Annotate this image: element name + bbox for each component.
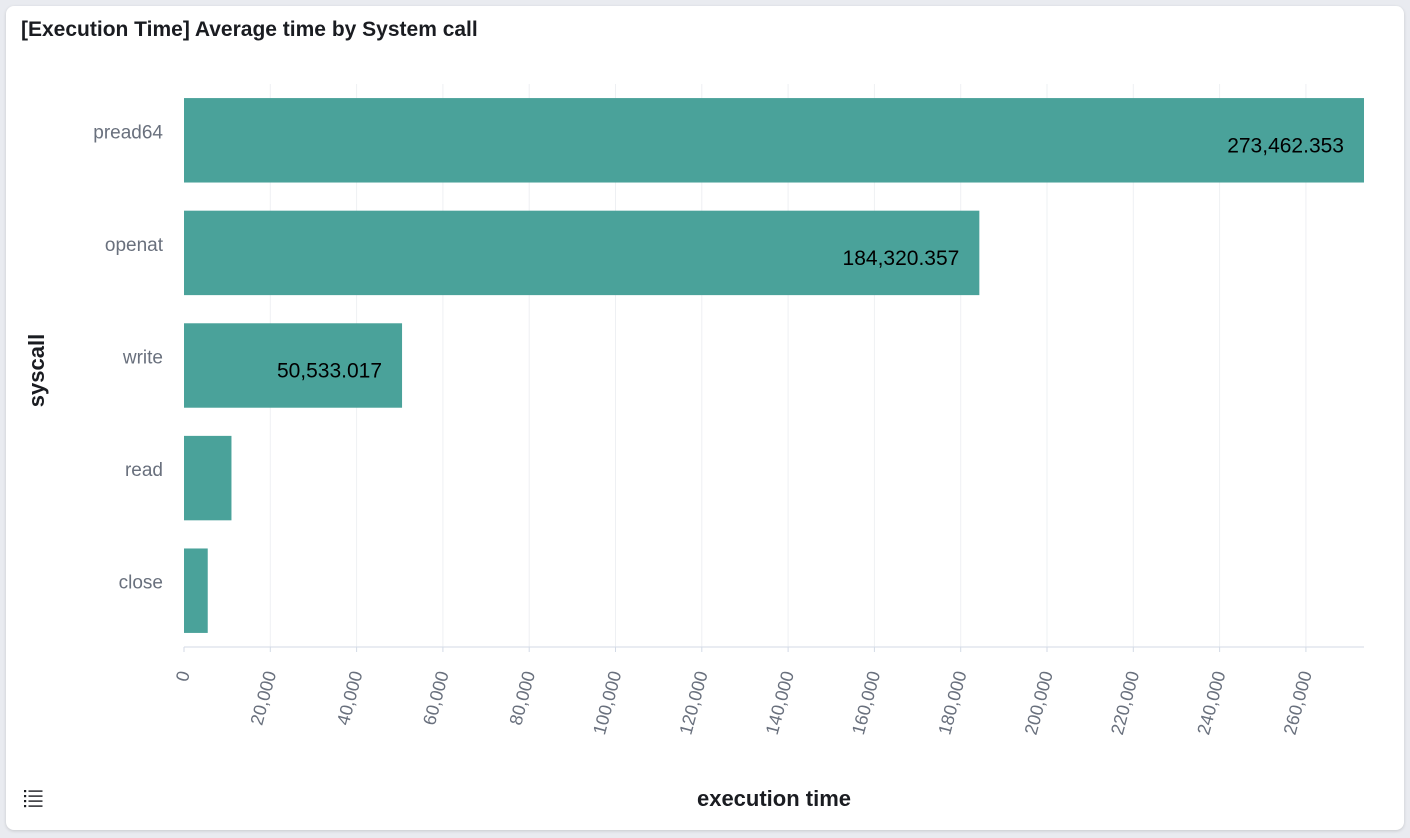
x-tick-label: 40,000 — [333, 669, 367, 727]
bar-write — [184, 323, 403, 408]
x-tick-label: 100,000 — [589, 669, 625, 737]
panel-title: [Execution Time] Average time by System … — [21, 18, 478, 41]
x-axis-title: execution time — [697, 786, 851, 811]
bar-openat — [184, 210, 980, 296]
x-tick-label: 240,000 — [1193, 669, 1229, 737]
bar-chart: 273,462.353 184,320.357 50,533.017 pread64… — [24, 84, 1364, 811]
x-axis-ticks: 0 20,000 40,000 60,000 80,000 100,000 120,000 1… — [172, 647, 1316, 737]
value-label: 184,320.357 — [843, 247, 960, 270]
x-tick-label: 200,000 — [1021, 669, 1057, 737]
x-tick-label: 220,000 — [1107, 669, 1143, 737]
legend-toggle-button[interactable] — [20, 784, 50, 812]
visualization-panel: [Execution Time] Average time by System … — [6, 6, 1404, 830]
value-labels: 273,462.353 184,320.357 50,533.017 — [277, 134, 1344, 382]
x-tick-label: 160,000 — [848, 669, 884, 737]
value-label: 50,533.017 — [277, 360, 382, 383]
x-tick-label: 60,000 — [419, 669, 453, 727]
y-axis-ticks: pread64 openat write read close — [93, 122, 163, 593]
x-tick-label: 120,000 — [676, 669, 712, 737]
y-tick-label: openat — [105, 235, 164, 256]
y-tick-label: write — [122, 348, 163, 369]
x-tick-label: 20,000 — [247, 669, 281, 727]
bar-pread64 — [184, 98, 1364, 183]
y-axis-title: syscall — [24, 334, 49, 407]
bars — [184, 98, 1364, 633]
bar-close — [184, 548, 208, 633]
y-tick-label: read — [125, 460, 163, 481]
x-tick-label: 80,000 — [505, 669, 539, 727]
list-icon — [24, 790, 43, 808]
x-tick-label: 140,000 — [762, 669, 798, 737]
bar-read — [184, 435, 232, 521]
x-tick-label: 260,000 — [1280, 669, 1316, 737]
y-tick-label: close — [119, 573, 163, 594]
y-tick-label: pread64 — [93, 122, 163, 143]
value-label: 273,462.353 — [1227, 134, 1344, 157]
x-tick-label: 0 — [172, 669, 194, 684]
x-tick-label: 180,000 — [934, 669, 970, 737]
